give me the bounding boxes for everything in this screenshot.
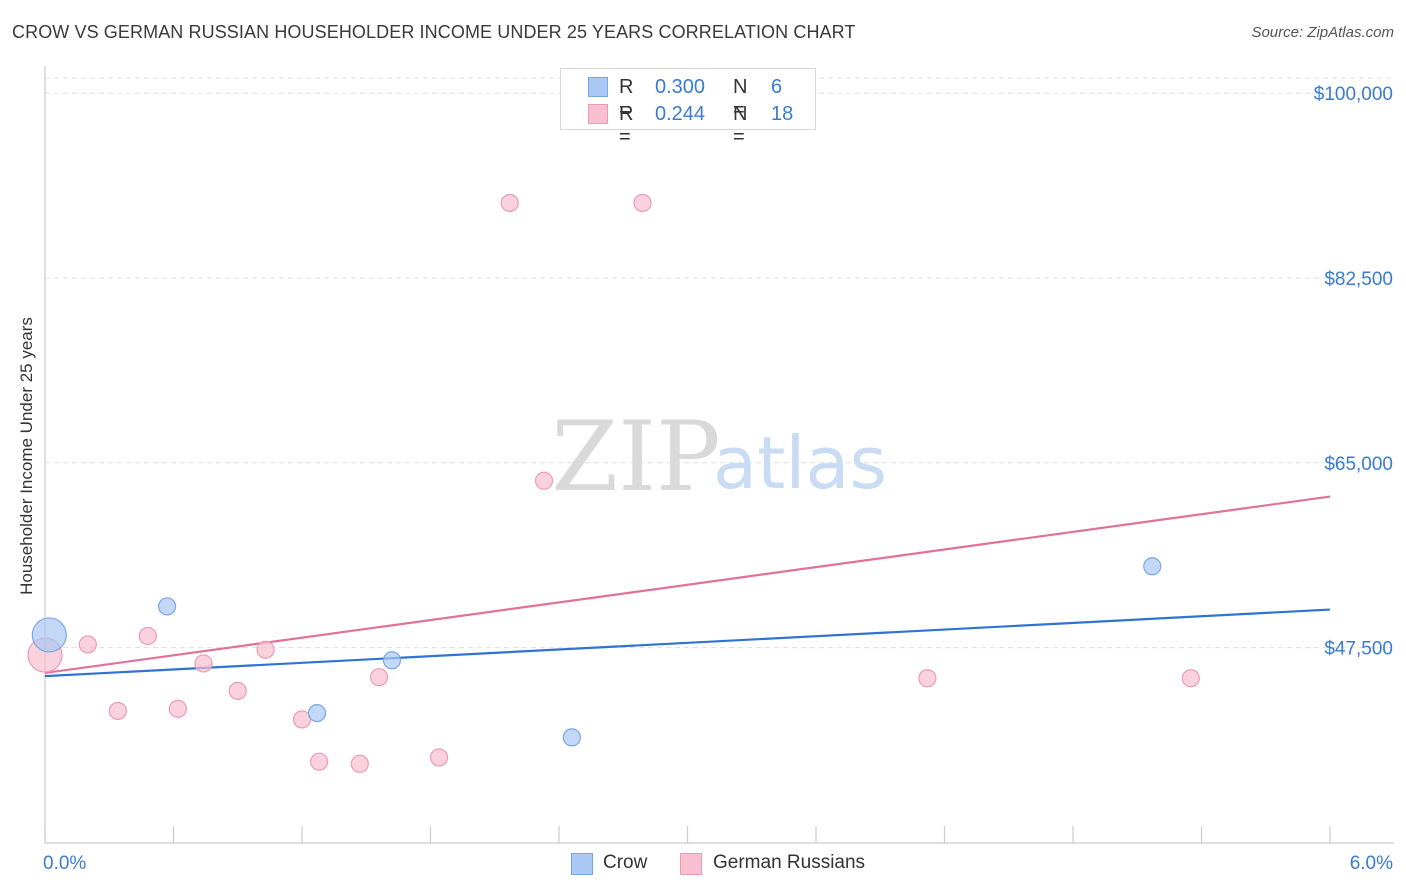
data-point-german-russians	[138, 626, 157, 646]
bottom-legend-swatch-crow	[571, 853, 593, 875]
legend-swatch-german-russians	[588, 104, 608, 124]
data-point-german-russians	[108, 701, 127, 721]
legend-n-value: 6	[771, 76, 783, 98]
data-point-crow	[31, 617, 67, 653]
data-point-german-russians	[534, 471, 554, 490]
legend-n-label: N =	[733, 103, 748, 148]
legend-r-value: 0.300	[655, 76, 706, 98]
legend-swatch-crow	[588, 77, 608, 97]
data-point-crow	[382, 651, 402, 670]
y-tick-label: $65,000	[1324, 454, 1393, 475]
source-credit: Source: ZipAtlas.com	[1251, 24, 1394, 41]
x-tick-label: 6.0%	[1350, 853, 1393, 874]
watermark-atlas: atlas	[713, 421, 887, 505]
chart-title: CROW VS GERMAN RUSSIAN HOUSEHOLDER INCOM…	[12, 22, 856, 42]
data-point-german-russians	[256, 640, 275, 659]
watermark: ZIP atlas	[551, 401, 887, 513]
data-point-german-russians	[228, 681, 247, 701]
legend-r-label: R =	[619, 76, 634, 121]
stats-legend: R = 0.300 N = 6 R = 0.244 N = 18	[560, 68, 816, 148]
trend-lines	[44, 495, 1331, 678]
data-point-german-russians	[429, 748, 449, 767]
data-points	[27, 193, 1200, 773]
data-point-crow	[157, 597, 177, 616]
y-tick-label: $100,000	[1314, 84, 1393, 105]
gridlines	[45, 77, 1394, 649]
legend-n-label: N =	[733, 76, 748, 121]
y-tick-label: $82,500	[1324, 269, 1393, 290]
data-point-crow	[562, 728, 581, 747]
bottom-legend-label-crow: Crow	[603, 852, 648, 873]
trend-line-crow	[44, 608, 1331, 678]
data-point-crow	[1143, 557, 1162, 576]
data-point-german-russians	[370, 668, 389, 687]
data-point-german-russians	[310, 752, 329, 771]
data-point-german-russians	[1181, 669, 1200, 688]
y-tick-label: $47,500	[1324, 639, 1393, 660]
trend-line-german-russians	[44, 495, 1331, 675]
data-point-german-russians	[78, 635, 97, 654]
x-tick-label: 0.0%	[43, 853, 86, 874]
legend-n-value: 18	[771, 103, 794, 125]
bottom-legend-swatch-german-russians	[680, 853, 702, 875]
axes	[44, 66, 1394, 844]
bottom-legend-label-german-russians: German Russians	[713, 852, 866, 873]
data-point-german-russians	[168, 699, 187, 718]
data-point-german-russians	[633, 193, 652, 213]
legend-r-value: 0.244	[655, 103, 706, 125]
y-axis-label: Householder Income Under 25 years	[17, 317, 36, 595]
data-point-german-russians	[194, 654, 213, 673]
tick-labels: $100,000 $82,500 $65,000 $47,500 0.0% 6.0%	[43, 84, 1393, 874]
data-point-german-russians	[918, 669, 937, 688]
data-point-crow	[307, 703, 327, 723]
data-point-german-russians	[350, 754, 369, 773]
data-point-german-russians	[500, 193, 519, 213]
watermark-zip: ZIP	[551, 401, 720, 513]
legend-r-label: R =	[619, 103, 634, 148]
